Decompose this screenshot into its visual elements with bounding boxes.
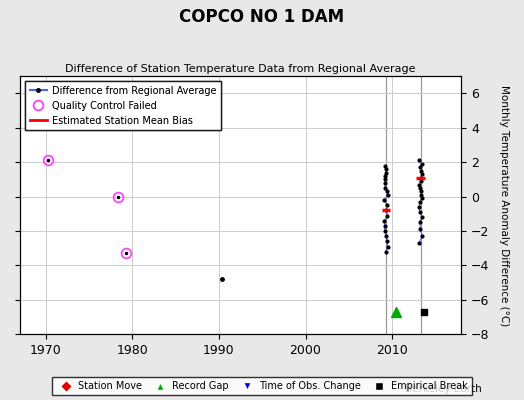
Text: Berkeley Earth: Berkeley Earth <box>406 384 482 394</box>
Legend: Station Move, Record Gap, Time of Obs. Change, Empirical Break: Station Move, Record Gap, Time of Obs. C… <box>52 377 472 395</box>
Legend: Difference from Regional Average, Quality Control Failed, Estimated Station Mean: Difference from Regional Average, Qualit… <box>25 81 221 130</box>
Title: Difference of Station Temperature Data from Regional Average: Difference of Station Temperature Data f… <box>66 64 416 74</box>
Y-axis label: Monthly Temperature Anomaly Difference (°C): Monthly Temperature Anomaly Difference (… <box>499 84 509 326</box>
Text: COPCO NO 1 DAM: COPCO NO 1 DAM <box>179 8 345 26</box>
